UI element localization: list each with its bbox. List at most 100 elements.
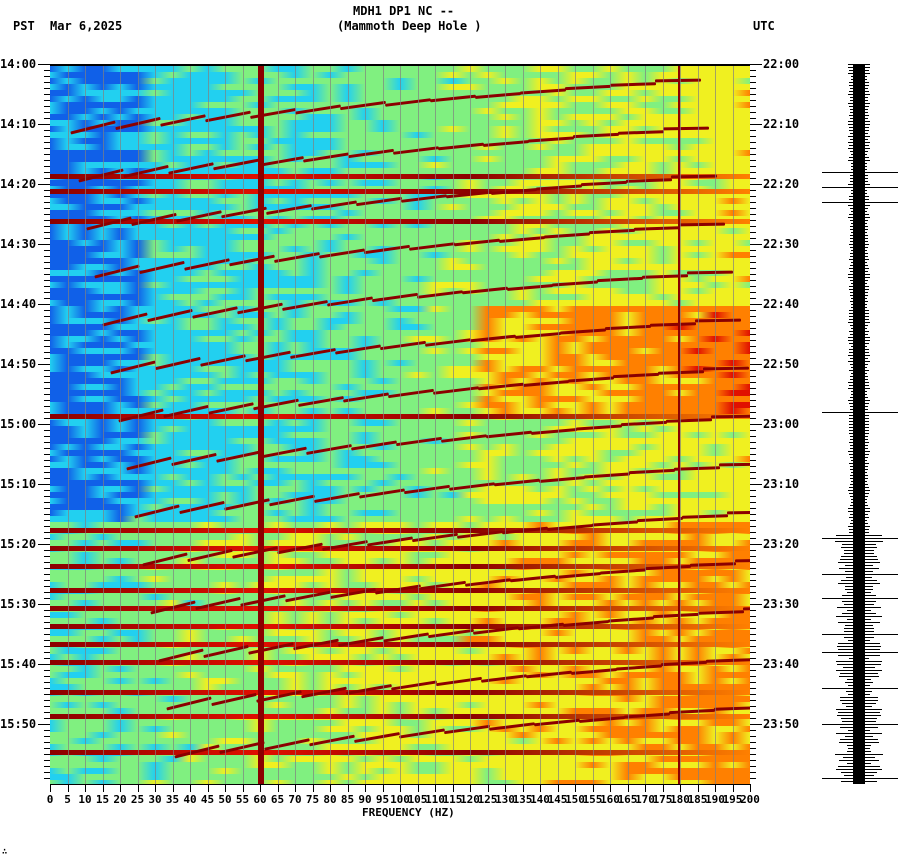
time-tick [44,280,50,281]
time-tick [750,364,762,365]
time-tick [750,76,756,77]
seismogram-burst [822,724,898,725]
time-tick [44,208,50,209]
time-tick [750,400,756,401]
time-tick [750,280,756,281]
seismogram-burst [822,412,898,413]
time-tick [44,718,50,719]
frequency-label: 110 [425,793,445,806]
seismogram-sample [850,223,868,224]
time-tick [44,322,50,323]
time-tick [44,418,50,419]
seismogram-sample [841,703,877,704]
frequency-tick [575,784,576,792]
frequency-label: 80 [323,793,337,806]
frequency-gridline [487,66,489,784]
time-tick [750,328,756,329]
seismogram-sample [849,97,869,98]
seismogram-sample [850,253,868,254]
frequency-gridline [715,66,716,784]
seismogram-sample [849,139,869,140]
time-tick [750,292,756,293]
time-tick [44,82,50,83]
frequency-tick [225,784,226,792]
frequency-tick [627,784,629,792]
seismogram-sample [848,67,870,68]
time-tick [44,472,50,473]
seismogram-sample [841,613,877,614]
seismogram-sample [836,646,882,647]
frequency-label: 0 [46,793,54,806]
frequency-gridline [435,66,436,784]
seismogram-sample [839,673,879,674]
time-label-pst: 14:40 [0,297,37,311]
time-tick [44,130,50,131]
time-label-utc: 22:40 [763,297,800,311]
frequency-tick [435,784,436,792]
seismogram-sample [849,517,869,518]
persistent-line-60hz [258,66,264,784]
time-tick [750,70,756,71]
time-label-utc: 22:30 [763,237,800,251]
time-tick [750,88,756,89]
seismogram-sample [838,568,880,569]
seismogram-sample [850,232,868,233]
time-tick [44,388,50,389]
time-tick [44,634,50,635]
seismogram-sample [848,748,870,749]
frequency-label: 40 [183,793,197,806]
time-tick [750,256,756,257]
time-tick [750,226,756,227]
frequency-tick [470,784,471,792]
seismogram-sample [848,310,870,311]
seismogram-sample [848,322,870,323]
time-tick [44,292,50,293]
frequency-label: 85 [340,793,355,806]
frequency-gridline [662,66,664,784]
seismogram-sample [848,157,870,158]
time-tick [44,166,50,167]
frequency-gridline [155,66,156,784]
seismogram-sample [849,280,869,281]
seismogram-sample [849,463,869,464]
seismogram-sample [849,130,869,131]
frequency-gridline [330,66,331,784]
time-tick [750,142,756,143]
seismogram-sample [850,118,868,119]
time-tick [44,550,50,551]
frequency-label: 95 [375,793,390,806]
time-tick [750,448,756,449]
seismogram-sample [848,73,870,74]
seismogram-sample [850,325,868,326]
time-tick [750,274,756,275]
seismogram-sample [850,256,868,257]
frequency-gridline [137,66,139,784]
time-tick [750,688,756,689]
time-label-utc: 22:00 [763,57,800,71]
time-tick [44,106,50,107]
time-tick [44,712,50,713]
seismogram-burst [822,778,898,779]
seismogram-sample [839,727,879,728]
seismogram-sample [850,448,868,449]
seismogram-burst [822,634,898,635]
time-label-pst: 14:50 [0,357,37,371]
seismogram-sample [846,592,871,593]
seismogram-sample [849,466,869,467]
frequency-tick [260,784,261,792]
seismogram-sample [838,676,880,677]
time-tick [44,262,50,263]
time-tick [750,628,756,629]
time-tick [38,244,50,245]
frequency-axis-title: FREQUENCY (HZ) [362,806,455,819]
time-tick [750,736,756,737]
seismogram-sample [838,760,880,761]
time-tick [750,670,756,671]
time-tick [44,220,50,221]
time-label-pst: 15:30 [0,597,37,611]
time-tick [750,700,756,701]
frequency-label: 175 [652,793,673,806]
seismogram-sample [848,244,870,245]
frequency-tick [190,784,191,792]
frequency-label: 185 [687,793,708,806]
